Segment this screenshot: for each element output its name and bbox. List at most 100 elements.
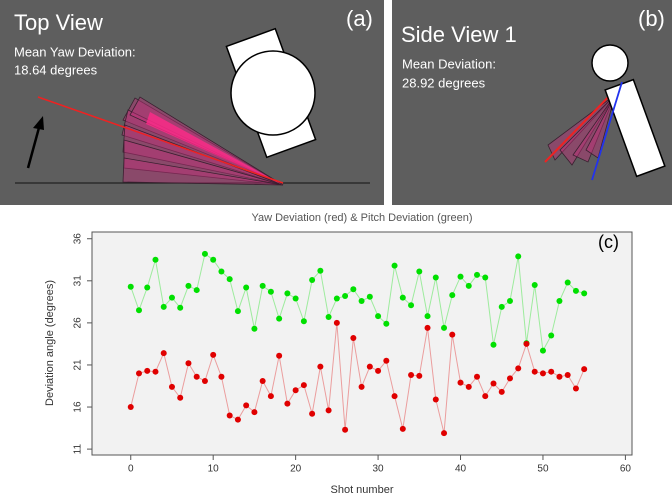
data-point — [268, 393, 274, 399]
chart-title: Yaw Deviation (red) & Pitch Deviation (g… — [251, 212, 472, 224]
x-axis-label: Shot number — [331, 484, 394, 496]
data-point — [392, 263, 398, 269]
data-point — [161, 350, 167, 356]
data-point — [260, 378, 266, 384]
data-point — [474, 374, 480, 380]
data-point — [194, 374, 200, 380]
data-point — [507, 375, 513, 381]
x-tick-label: 10 — [208, 464, 220, 475]
data-point — [227, 276, 233, 282]
data-point — [334, 295, 340, 301]
data-point — [482, 274, 488, 280]
x-tick-label: 20 — [290, 464, 302, 475]
data-point — [342, 293, 348, 299]
data-point — [490, 380, 496, 386]
data-point — [309, 277, 315, 283]
data-point — [276, 353, 282, 359]
data-point — [218, 269, 224, 275]
data-point — [556, 374, 562, 380]
data-point — [317, 364, 323, 370]
figure: Top View (a) Mean Yaw Deviation: 18.64 d… — [0, 0, 672, 503]
data-point — [573, 386, 579, 392]
data-point — [540, 348, 546, 354]
data-point — [161, 304, 167, 310]
data-point — [532, 282, 538, 288]
data-point — [416, 269, 422, 275]
data-point — [466, 283, 472, 289]
data-point — [152, 369, 158, 375]
data-point — [581, 290, 587, 296]
y-tick-label: 36 — [73, 233, 84, 245]
data-point — [400, 295, 406, 301]
data-point — [128, 284, 134, 290]
data-point — [243, 402, 249, 408]
panel-b: Side View 1 (b) Mean Deviation: 28.92 de… — [392, 0, 672, 205]
data-point — [474, 272, 480, 278]
data-point — [425, 313, 431, 319]
data-point — [523, 341, 529, 347]
data-point — [499, 304, 505, 310]
x-tick-label: 40 — [455, 464, 467, 475]
data-point — [136, 307, 142, 313]
data-point — [326, 314, 332, 320]
data-point — [499, 389, 505, 395]
panel-title: Top View — [14, 10, 103, 35]
metric-label: Mean Deviation: — [402, 56, 496, 71]
data-point — [177, 305, 183, 311]
data-point — [235, 308, 241, 314]
metric-label: Mean Yaw Deviation: — [14, 44, 136, 59]
y-tick-label: 31 — [73, 275, 84, 287]
data-point — [375, 368, 381, 374]
annotation: (c) — [598, 232, 619, 252]
data-point — [433, 274, 439, 280]
panel-a: Top View (a) Mean Yaw Deviation: 18.64 d… — [0, 0, 384, 205]
data-point — [449, 332, 455, 338]
data-point — [309, 411, 315, 417]
x-tick-label: 60 — [620, 464, 632, 475]
data-point — [490, 342, 496, 348]
data-point — [326, 407, 332, 413]
data-point — [169, 384, 175, 390]
plot-area — [92, 232, 632, 455]
data-point — [268, 289, 274, 295]
data-point — [507, 298, 513, 304]
data-point — [218, 374, 224, 380]
data-point — [532, 369, 538, 375]
data-point — [515, 365, 521, 371]
data-point — [227, 412, 233, 418]
data-point — [367, 294, 373, 300]
data-point — [128, 404, 134, 410]
data-point — [383, 358, 389, 364]
data-point — [548, 369, 554, 375]
data-point — [185, 360, 191, 366]
x-tick-label: 50 — [537, 464, 549, 475]
data-point — [301, 382, 307, 388]
y-tick-label: 21 — [73, 359, 84, 371]
panel-title: Side View 1 — [401, 22, 517, 47]
data-point — [317, 268, 323, 274]
data-point — [194, 287, 200, 293]
data-point — [177, 395, 183, 401]
data-point — [441, 430, 447, 436]
data-point — [169, 295, 175, 301]
data-point — [458, 274, 464, 280]
data-point — [425, 325, 431, 331]
head-circle — [592, 45, 628, 81]
page: {"panel_a": {"title": "Top View", "tag":… — [0, 0, 672, 503]
data-point — [293, 387, 299, 393]
data-point — [243, 285, 249, 291]
data-point — [367, 364, 373, 370]
x-tick-label: 30 — [373, 464, 385, 475]
data-point — [408, 372, 414, 378]
data-point — [235, 417, 241, 423]
data-point — [433, 396, 439, 402]
panel-tag: (b) — [638, 6, 665, 31]
data-point — [185, 283, 191, 289]
x-tick-label: 0 — [128, 464, 134, 475]
head-circle — [231, 51, 315, 135]
data-point — [441, 325, 447, 331]
y-tick-label: 16 — [73, 401, 84, 413]
data-point — [293, 295, 299, 301]
data-point — [458, 380, 464, 386]
data-point — [392, 393, 398, 399]
